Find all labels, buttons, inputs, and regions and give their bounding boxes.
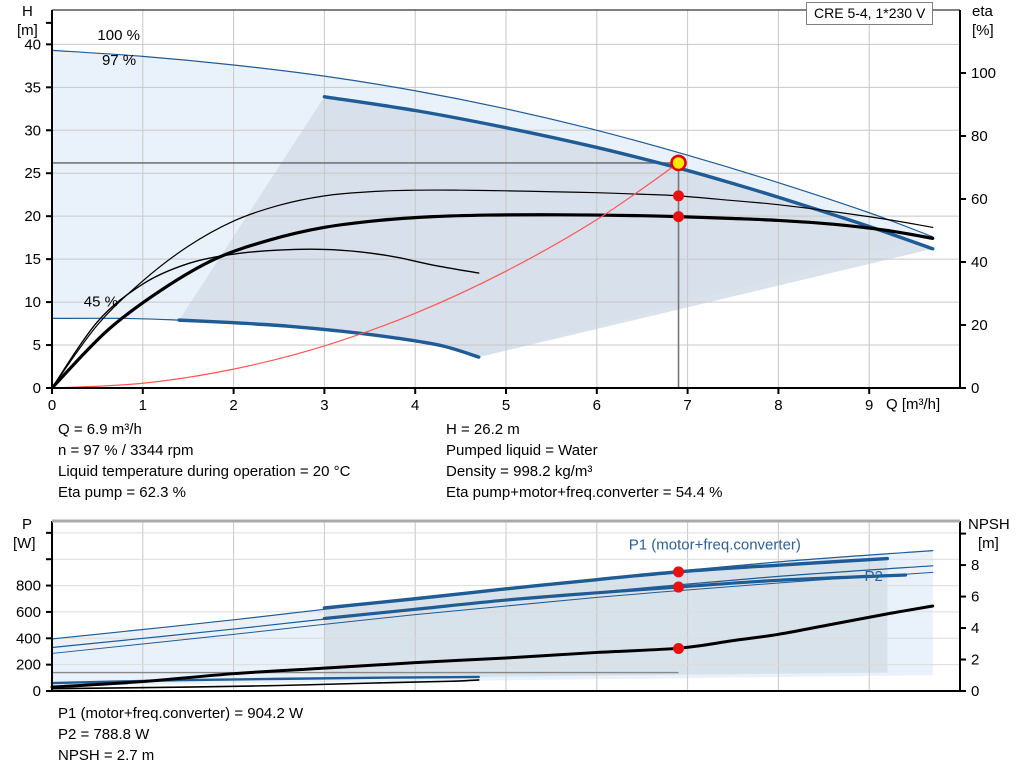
info-right-block: H = 26.2 m Pumped liquid = Water Density… <box>446 419 722 503</box>
svg-text:80: 80 <box>971 128 988 145</box>
info-n: n = 97 % / 3344 rpm <box>58 442 194 459</box>
svg-text:600: 600 <box>16 604 41 621</box>
svg-text:6: 6 <box>593 397 601 410</box>
info-p2: P2 = 788.8 W <box>58 726 150 743</box>
svg-text:2: 2 <box>229 397 237 410</box>
svg-text:97 %: 97 % <box>102 52 136 69</box>
svg-text:8: 8 <box>774 397 782 410</box>
npsh-axis-label-line1: NPSH <box>968 516 1010 533</box>
svg-text:4: 4 <box>411 397 419 410</box>
eta-axis-label-line2: [%] <box>972 22 994 39</box>
info-h: H = 26.2 m <box>446 421 520 438</box>
svg-text:9: 9 <box>865 397 873 410</box>
svg-text:60: 60 <box>971 191 988 208</box>
svg-text:20: 20 <box>971 317 988 334</box>
svg-text:5: 5 <box>502 397 510 410</box>
model-title-box: CRE 5-4, 1*230 V <box>806 2 934 25</box>
svg-text:30: 30 <box>24 122 41 139</box>
info-npsh: NPSH = 2.7 m <box>58 747 155 764</box>
svg-text:800: 800 <box>16 578 41 595</box>
svg-text:0: 0 <box>48 397 56 410</box>
svg-text:400: 400 <box>16 630 41 647</box>
svg-text:7: 7 <box>683 397 691 410</box>
svg-text:1: 1 <box>139 397 147 410</box>
svg-text:5: 5 <box>33 337 41 354</box>
svg-text:15: 15 <box>24 251 41 268</box>
svg-text:25: 25 <box>24 165 41 182</box>
power-npsh-plot: 0 200 400 600 800 0 2 4 6 8 P1 (motor+freq.convert… <box>16 519 979 700</box>
head-efficiency-chart: 0 5 10 15 20 25 30 35 40 0 20 40 60 80 100 0 1 2 3 4 5 6 7 8 9 10… <box>24 9 996 410</box>
info-q: Q = 6.9 m³/h <box>58 421 142 438</box>
svg-text:P1 (motor+freq.converter): P1 (motor+freq.converter) <box>629 536 801 553</box>
svg-text:10: 10 <box>24 294 41 311</box>
p-axis-label-line1: P <box>22 516 33 533</box>
svg-text:200: 200 <box>16 657 41 674</box>
info-etatotal: Eta pump+motor+freq.converter = 54.4 % <box>446 484 723 501</box>
eta-axis-label-line1: eta <box>972 3 993 20</box>
svg-text:2: 2 <box>971 652 979 669</box>
q-axis-label: Q [m³/h] <box>886 396 941 413</box>
svg-text:0: 0 <box>33 380 41 397</box>
h-axis-label-line1: H <box>22 3 33 20</box>
svg-text:35: 35 <box>24 79 41 96</box>
svg-text:45 %: 45 % <box>84 293 118 310</box>
svg-text:100 %: 100 % <box>97 27 140 44</box>
svg-text:0: 0 <box>971 380 979 397</box>
svg-text:40: 40 <box>24 36 41 53</box>
svg-text:0: 0 <box>971 683 979 700</box>
power-npsh-chart: 0 200 400 600 800 0 2 4 6 8 P1 (motor+freq.convert… <box>0 513 1024 703</box>
svg-text:20: 20 <box>24 208 41 225</box>
svg-text:4: 4 <box>971 620 979 637</box>
svg-text:0: 0 <box>33 683 41 700</box>
npsh-axis-label-line2: [m] <box>978 535 999 552</box>
info-liquid: Pumped liquid = Water <box>446 442 598 459</box>
svg-text:6: 6 <box>971 589 979 606</box>
head-efficiency-plot: 0 5 10 15 20 25 30 35 40 0 20 40 60 80 100 0 1 2 3 4 5 6 7 8 9 10… <box>24 9 996 410</box>
svg-text:8: 8 <box>971 557 979 574</box>
svg-text:100: 100 <box>971 65 996 82</box>
p-axis-label-line2: [W] <box>13 535 36 552</box>
svg-text:40: 40 <box>971 254 988 271</box>
h-axis-label-line2: [m] <box>17 22 38 39</box>
svg-text:P2: P2 <box>865 568 883 585</box>
info-density: Density = 998.2 kg/m³ <box>446 463 593 480</box>
info-p1: P1 (motor+freq.converter) = 904.2 W <box>58 705 304 722</box>
info-etapump: Eta pump = 62.3 % <box>58 484 186 501</box>
info-bottom-block: P1 (motor+freq.converter) = 904.2 W P2 =… <box>58 703 303 766</box>
info-left-block: Q = 6.9 m³/h n = 97 % / 3344 rpm Liquid … <box>58 419 350 503</box>
info-temp: Liquid temperature during operation = 20… <box>58 463 351 480</box>
svg-text:3: 3 <box>320 397 328 410</box>
